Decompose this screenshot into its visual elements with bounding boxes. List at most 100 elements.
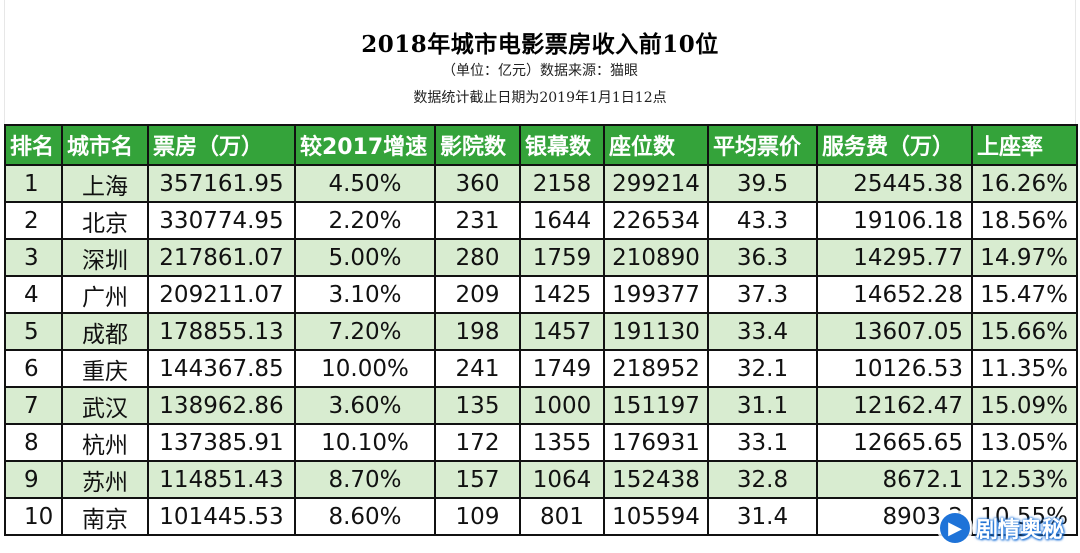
header-screens[interactable]: 银幕数 — [519, 124, 605, 166]
cell-cinemas[interactable]: 109 — [434, 497, 521, 536]
cell-box-office[interactable]: 144367.85 — [147, 349, 296, 388]
cell-city[interactable]: 苏州 — [61, 460, 149, 499]
cell-service-fee[interactable]: 14652.28 — [816, 275, 973, 314]
cell-rank[interactable]: 9 — [4, 460, 63, 499]
cell-growth[interactable]: 10.00% — [294, 349, 436, 388]
cell-rank[interactable]: 10 — [4, 497, 63, 536]
cell-rank[interactable]: 2 — [4, 201, 63, 240]
cell-cinemas[interactable]: 360 — [434, 164, 521, 203]
cell-cinemas[interactable]: 157 — [434, 460, 521, 499]
cell-seats[interactable]: 218952 — [603, 349, 709, 388]
cell-screens[interactable]: 1644 — [519, 201, 605, 240]
cell-box-office[interactable]: 217861.07 — [147, 238, 296, 277]
header-box-office[interactable]: 票房（万） — [147, 124, 296, 166]
cell-avg-price[interactable]: 31.4 — [707, 497, 818, 536]
cell-rank[interactable]: 1 — [4, 164, 63, 203]
cell-growth[interactable]: 3.60% — [294, 386, 436, 425]
cell-service-fee[interactable]: 8672.1 — [816, 460, 973, 499]
cell-city[interactable]: 上海 — [61, 164, 149, 203]
cell-rank[interactable]: 6 — [4, 349, 63, 388]
cell-city[interactable]: 重庆 — [61, 349, 149, 388]
cell-seats[interactable]: 152438 — [603, 460, 709, 499]
cell-seats[interactable]: 176931 — [603, 423, 709, 462]
cell-city[interactable]: 成都 — [61, 312, 149, 351]
header-avg-price[interactable]: 平均票价 — [707, 124, 818, 166]
cell-avg-price[interactable]: 31.1 — [707, 386, 818, 425]
cell-screens[interactable]: 2158 — [519, 164, 605, 203]
cell-rank[interactable]: 4 — [4, 275, 63, 314]
cell-seats[interactable]: 299214 — [603, 164, 709, 203]
cell-city[interactable]: 广州 — [61, 275, 149, 314]
cell-service-fee[interactable]: 10126.53 — [816, 349, 973, 388]
cell-avg-price[interactable]: 43.3 — [707, 201, 818, 240]
cell-occupancy[interactable]: 10.55% — [971, 497, 1078, 536]
cell-growth[interactable]: 5.00% — [294, 238, 436, 277]
cell-cinemas[interactable]: 198 — [434, 312, 521, 351]
cell-avg-price[interactable]: 36.3 — [707, 238, 818, 277]
cell-box-office[interactable]: 178855.13 — [147, 312, 296, 351]
cell-avg-price[interactable]: 33.1 — [707, 423, 818, 462]
header-occupancy[interactable]: 上座率 — [971, 124, 1078, 166]
cell-service-fee[interactable]: 25445.38 — [816, 164, 973, 203]
cell-avg-price[interactable]: 32.1 — [707, 349, 818, 388]
cell-growth[interactable]: 2.20% — [294, 201, 436, 240]
cell-box-office[interactable]: 137385.91 — [147, 423, 296, 462]
cell-rank[interactable]: 8 — [4, 423, 63, 462]
header-seats[interactable]: 座位数 — [603, 124, 709, 166]
cell-screens[interactable]: 1425 — [519, 275, 605, 314]
cell-growth[interactable]: 7.20% — [294, 312, 436, 351]
cell-seats[interactable]: 199377 — [603, 275, 709, 314]
cell-seats[interactable]: 191130 — [603, 312, 709, 351]
cell-occupancy[interactable]: 11.35% — [971, 349, 1078, 388]
cell-box-office[interactable]: 330774.95 — [147, 201, 296, 240]
cell-screens[interactable]: 1000 — [519, 386, 605, 425]
cell-growth[interactable]: 4.50% — [294, 164, 436, 203]
cell-box-office[interactable]: 138962.86 — [147, 386, 296, 425]
cell-growth[interactable]: 10.10% — [294, 423, 436, 462]
cell-box-office[interactable]: 209211.07 — [147, 275, 296, 314]
cell-box-office[interactable]: 114851.43 — [147, 460, 296, 499]
cell-seats[interactable]: 226534 — [603, 201, 709, 240]
header-rank[interactable]: 排名 — [4, 124, 63, 166]
cell-avg-price[interactable]: 33.4 — [707, 312, 818, 351]
cell-city[interactable]: 北京 — [61, 201, 149, 240]
cell-cinemas[interactable]: 241 — [434, 349, 521, 388]
cell-screens[interactable]: 1355 — [519, 423, 605, 462]
cell-occupancy[interactable]: 16.26% — [971, 164, 1078, 203]
cell-cinemas[interactable]: 135 — [434, 386, 521, 425]
cell-service-fee[interactable]: 12162.47 — [816, 386, 973, 425]
cell-service-fee[interactable]: 14295.77 — [816, 238, 973, 277]
cell-city[interactable]: 武汉 — [61, 386, 149, 425]
cell-rank[interactable]: 7 — [4, 386, 63, 425]
cell-screens[interactable]: 1064 — [519, 460, 605, 499]
header-growth[interactable]: 较2017增速 — [294, 124, 436, 166]
cell-city[interactable]: 南京 — [61, 497, 149, 536]
cell-occupancy[interactable]: 13.05% — [971, 423, 1078, 462]
cell-occupancy[interactable]: 15.09% — [971, 386, 1078, 425]
cell-screens[interactable]: 1759 — [519, 238, 605, 277]
cell-city[interactable]: 杭州 — [61, 423, 149, 462]
cell-service-fee[interactable]: 19106.18 — [816, 201, 973, 240]
cell-service-fee[interactable]: 12665.65 — [816, 423, 973, 462]
header-city[interactable]: 城市名 — [61, 124, 149, 166]
cell-cinemas[interactable]: 280 — [434, 238, 521, 277]
cell-occupancy[interactable]: 15.47% — [971, 275, 1078, 314]
cell-avg-price[interactable]: 32.8 — [707, 460, 818, 499]
cell-screens[interactable]: 1457 — [519, 312, 605, 351]
cell-screens[interactable]: 1749 — [519, 349, 605, 388]
cell-cinemas[interactable]: 209 — [434, 275, 521, 314]
cell-service-fee[interactable]: 13607.05 — [816, 312, 973, 351]
header-service-fee[interactable]: 服务费（万） — [816, 124, 973, 166]
cell-growth[interactable]: 8.70% — [294, 460, 436, 499]
header-cinemas[interactable]: 影院数 — [434, 124, 521, 166]
cell-seats[interactable]: 210890 — [603, 238, 709, 277]
cell-cinemas[interactable]: 172 — [434, 423, 521, 462]
cell-avg-price[interactable]: 39.5 — [707, 164, 818, 203]
cell-occupancy[interactable]: 18.56% — [971, 201, 1078, 240]
cell-rank[interactable]: 3 — [4, 238, 63, 277]
cell-occupancy[interactable]: 15.66% — [971, 312, 1078, 351]
cell-growth[interactable]: 3.10% — [294, 275, 436, 314]
cell-city[interactable]: 深圳 — [61, 238, 149, 277]
cell-screens[interactable]: 801 — [519, 497, 605, 536]
cell-occupancy[interactable]: 12.53% — [971, 460, 1078, 499]
